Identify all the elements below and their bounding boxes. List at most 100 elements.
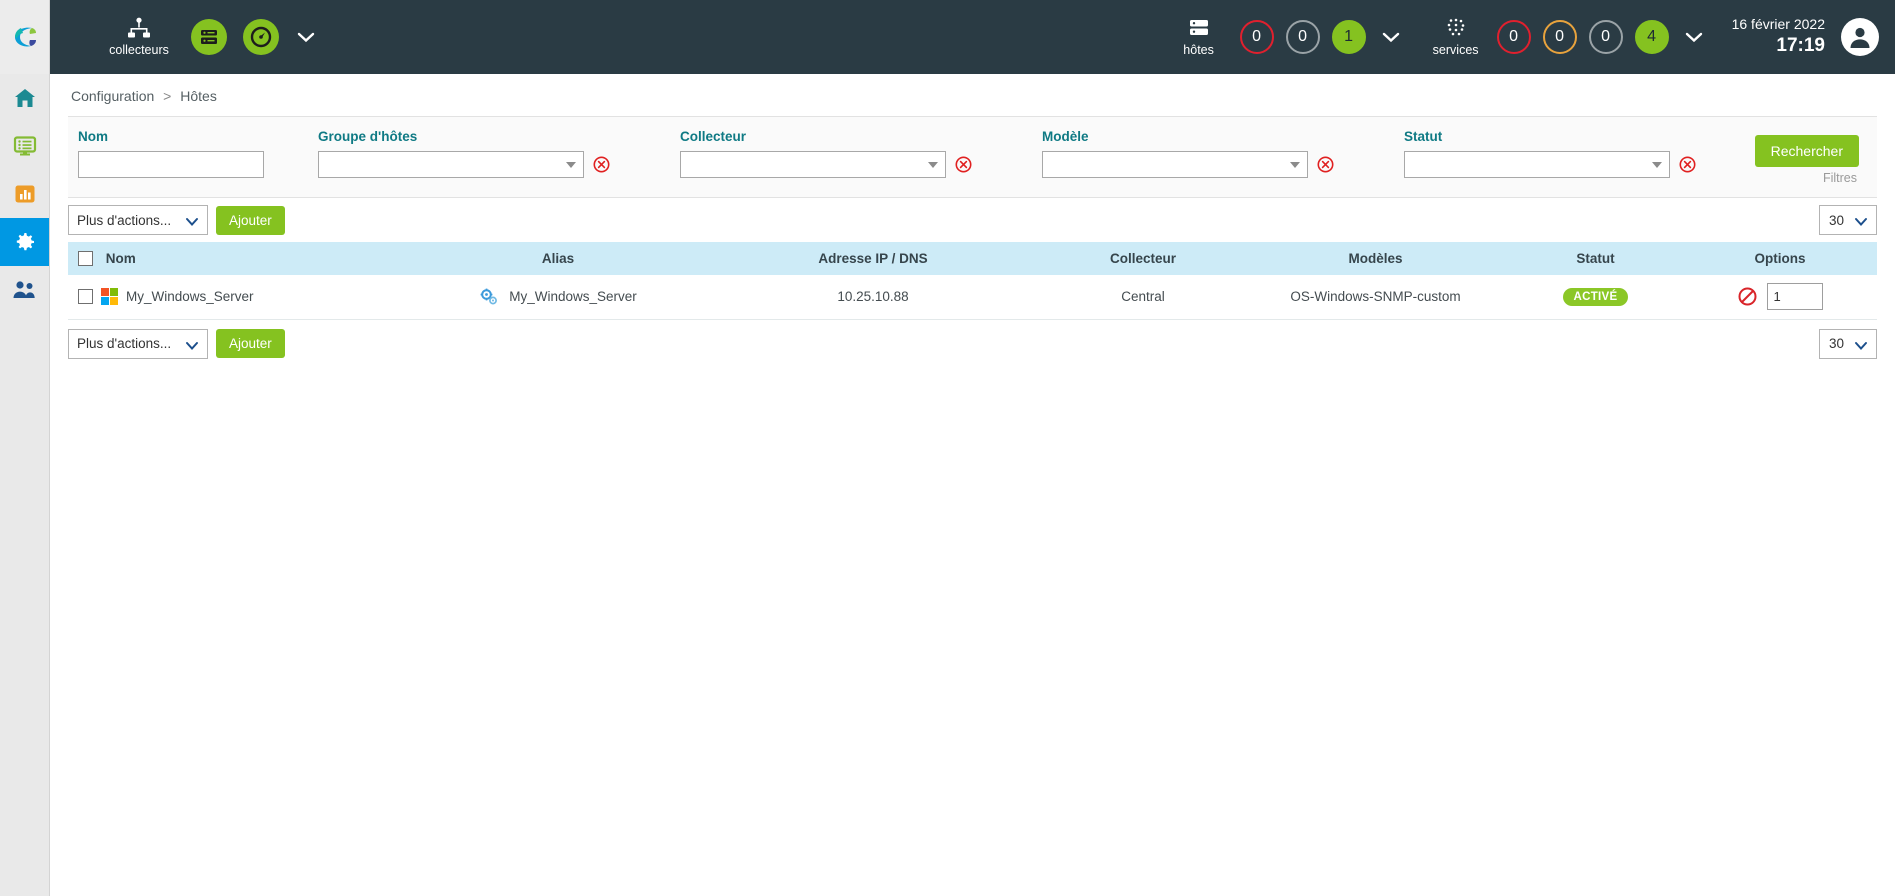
services-status-group: services 0 0 0 4 xyxy=(1427,17,1704,57)
hosts-counter-down[interactable]: 0 xyxy=(1239,20,1274,54)
hosts-counter-unreachable[interactable]: 0 xyxy=(1285,20,1320,54)
add-button-top[interactable]: Ajouter xyxy=(216,205,285,235)
sidebar-item-reporting[interactable] xyxy=(0,170,49,218)
services-counter-ok[interactable]: 4 xyxy=(1634,20,1669,54)
hosts-server-icon xyxy=(1189,20,1208,35)
hosts-table-body: My_Windows_Server xyxy=(68,275,1877,320)
host-name-wrapper: My_Windows_Server xyxy=(78,288,413,306)
topbar-expand-pollers-button[interactable] xyxy=(296,30,316,44)
gears-icon[interactable] xyxy=(479,288,499,306)
filter-label-collecteur: Collecteur xyxy=(680,129,747,144)
row-checkbox[interactable] xyxy=(78,289,93,305)
hosts-unreachable-value: 0 xyxy=(1298,28,1308,45)
select-groupe-hotes[interactable] xyxy=(318,151,584,178)
services-dots-icon xyxy=(1447,18,1464,36)
sidebar-item-home[interactable] xyxy=(0,74,49,122)
search-button[interactable]: Rechercher xyxy=(1754,135,1859,167)
user-avatar-icon xyxy=(1850,27,1870,48)
more-actions-select-top[interactable]: Plus d'actions... xyxy=(68,205,208,235)
users-icon xyxy=(13,281,35,298)
more-actions-label: Plus d'actions... xyxy=(77,336,172,351)
centreon-logo-icon xyxy=(14,27,36,47)
services-counter-unknown[interactable]: 0 xyxy=(1588,20,1623,54)
services-label: services xyxy=(1432,43,1479,57)
filter-label-groupe-hotes: Groupe d'hôtes xyxy=(318,129,418,144)
hosts-table-header: Nom Alias Adresse IP / DNS Collecteur Mo… xyxy=(68,242,1877,275)
table-row[interactable]: My_Windows_Server xyxy=(68,275,1877,320)
cell-statut: ACTIVÉ xyxy=(1508,275,1683,320)
filter-label-statut: Statut xyxy=(1404,129,1443,144)
host-name-link[interactable]: My_Windows_Server xyxy=(126,289,254,305)
filter-field-modele: Modèle xyxy=(1042,129,1334,178)
column-header-alias[interactable]: Alias xyxy=(413,242,703,275)
services-counter-critical[interactable]: 0 xyxy=(1496,20,1531,54)
sidebar-item-logo[interactable] xyxy=(0,0,49,74)
sidebar-item-monitoring[interactable] xyxy=(0,122,49,170)
clear-circle-icon[interactable] xyxy=(1679,156,1696,173)
select-all-checkbox[interactable] xyxy=(78,251,93,267)
chevron-down-icon xyxy=(185,339,199,354)
filter-control-groupe-hotes xyxy=(318,151,610,178)
filter-label-modele: Modèle xyxy=(1042,129,1089,144)
home-icon xyxy=(14,89,35,107)
services-expand-button[interactable] xyxy=(1684,30,1704,44)
column-header-adresse[interactable]: Adresse IP / DNS xyxy=(703,242,1043,275)
alias-text: My_Windows_Server xyxy=(509,289,637,305)
hosts-table: Nom Alias Adresse IP / DNS Collecteur Mo… xyxy=(68,242,1877,320)
column-header-options: Options xyxy=(1683,242,1877,275)
sidebar-item-administration[interactable] xyxy=(0,266,49,314)
gear-icon xyxy=(16,233,34,251)
select-statut[interactable] xyxy=(1404,151,1670,178)
filter-panel: Nom Groupe d'hôtes Collecteur xyxy=(68,116,1877,198)
breadcrumb-root[interactable]: Configuration xyxy=(71,88,155,104)
option-quantity-input[interactable] xyxy=(1766,283,1823,311)
cell-options xyxy=(1683,275,1877,320)
monitoring-list-icon xyxy=(13,136,36,156)
breadcrumb-separator: > xyxy=(163,88,172,104)
hosts-up-value: 1 xyxy=(1344,28,1354,45)
database-status-button[interactable] xyxy=(191,19,227,55)
add-button-bottom[interactable]: Ajouter xyxy=(216,329,285,358)
clear-circle-icon[interactable] xyxy=(593,156,610,173)
page-size-value: 30 xyxy=(1829,212,1845,228)
cell-modeles: OS-Windows-SNMP-custom xyxy=(1243,275,1508,320)
column-header-collecteur[interactable]: Collecteur xyxy=(1043,242,1243,275)
select-collecteur[interactable] xyxy=(680,151,946,178)
search-input-nom[interactable] xyxy=(78,151,264,178)
column-header-statut[interactable]: Statut xyxy=(1508,242,1683,275)
services-status-button[interactable]: services xyxy=(1427,17,1485,57)
clock-time: 17:19 xyxy=(1776,34,1825,56)
services-counter-warning[interactable]: 0 xyxy=(1542,20,1577,54)
poller-label: collecteurs xyxy=(109,43,169,57)
page-size-select-bottom[interactable]: 30 xyxy=(1819,328,1877,359)
toolbar-top: Plus d'actions... Ajouter 30 xyxy=(68,198,1877,242)
chevron-down-icon xyxy=(1290,162,1300,168)
filter-label-nom: Nom xyxy=(78,129,108,144)
column-header-modeles[interactable]: Modèles xyxy=(1243,242,1508,275)
services-warning-value: 0 xyxy=(1555,28,1565,45)
poller-status-button[interactable]: collecteurs xyxy=(103,17,175,57)
more-actions-label: Plus d'actions... xyxy=(77,212,172,228)
breadcrumb-current: Hôtes xyxy=(180,88,217,104)
main-content: Configuration > Hôtes Nom Groupe d'hôtes xyxy=(50,74,1895,896)
disable-forbidden-icon[interactable] xyxy=(1738,287,1757,306)
page-size-select-top[interactable]: 30 xyxy=(1819,205,1877,235)
hosts-expand-button[interactable] xyxy=(1381,30,1401,44)
more-actions-select-bottom[interactable]: Plus d'actions... xyxy=(68,328,208,359)
column-header-nom[interactable]: Nom xyxy=(68,242,413,275)
chevron-down-icon xyxy=(185,215,199,230)
select-modele[interactable] xyxy=(1042,151,1308,178)
chevron-down-icon xyxy=(1652,162,1662,168)
user-avatar-button[interactable] xyxy=(1841,18,1879,56)
clock: 16 février 2022 17:19 xyxy=(1732,16,1825,57)
windows-logo-icon xyxy=(101,288,118,306)
performance-status-button[interactable] xyxy=(243,19,279,55)
toolbar-bottom: Plus d'actions... Ajouter 30 xyxy=(68,322,1877,366)
chevron-down-icon xyxy=(1685,32,1702,43)
clear-circle-icon[interactable] xyxy=(955,156,972,173)
sidebar-item-configuration[interactable] xyxy=(0,218,49,266)
filter-field-statut: Statut xyxy=(1404,129,1696,178)
hosts-status-button[interactable]: hôtes xyxy=(1170,17,1228,57)
hosts-counter-up[interactable]: 1 xyxy=(1331,20,1366,54)
clear-circle-icon[interactable] xyxy=(1317,156,1334,173)
